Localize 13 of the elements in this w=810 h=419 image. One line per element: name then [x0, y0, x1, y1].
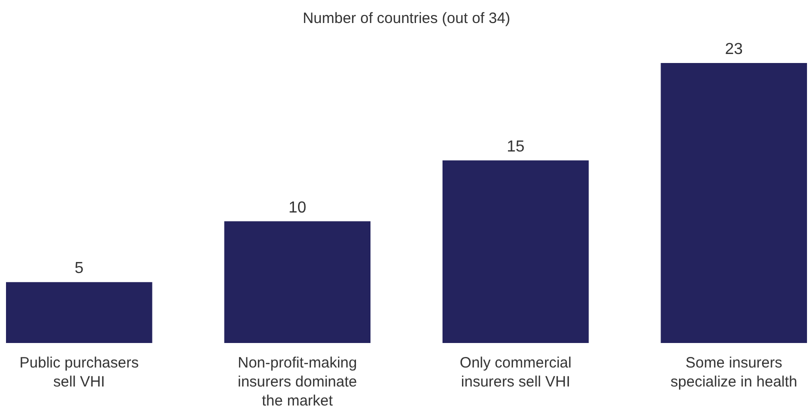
- data-label: 15: [506, 138, 525, 156]
- x-tick-label: Public purchasers sell VHI: [20, 354, 139, 390]
- bar: [660, 63, 807, 343]
- bar: [224, 221, 370, 343]
- bar: [442, 160, 589, 343]
- x-tick-label: Some insurers specialize in health: [670, 354, 798, 390]
- x-tick-label: Only commercial insurers sell VHI: [460, 354, 572, 390]
- bar: [6, 282, 152, 343]
- data-label: 23: [724, 41, 743, 58]
- x-tick-label: Non-profit-making insurers dominate the market: [238, 354, 357, 410]
- data-label: 10: [288, 199, 306, 216]
- data-label: 5: [74, 260, 84, 278]
- chart-title: Number of countries (out of 34): [302, 10, 510, 27]
